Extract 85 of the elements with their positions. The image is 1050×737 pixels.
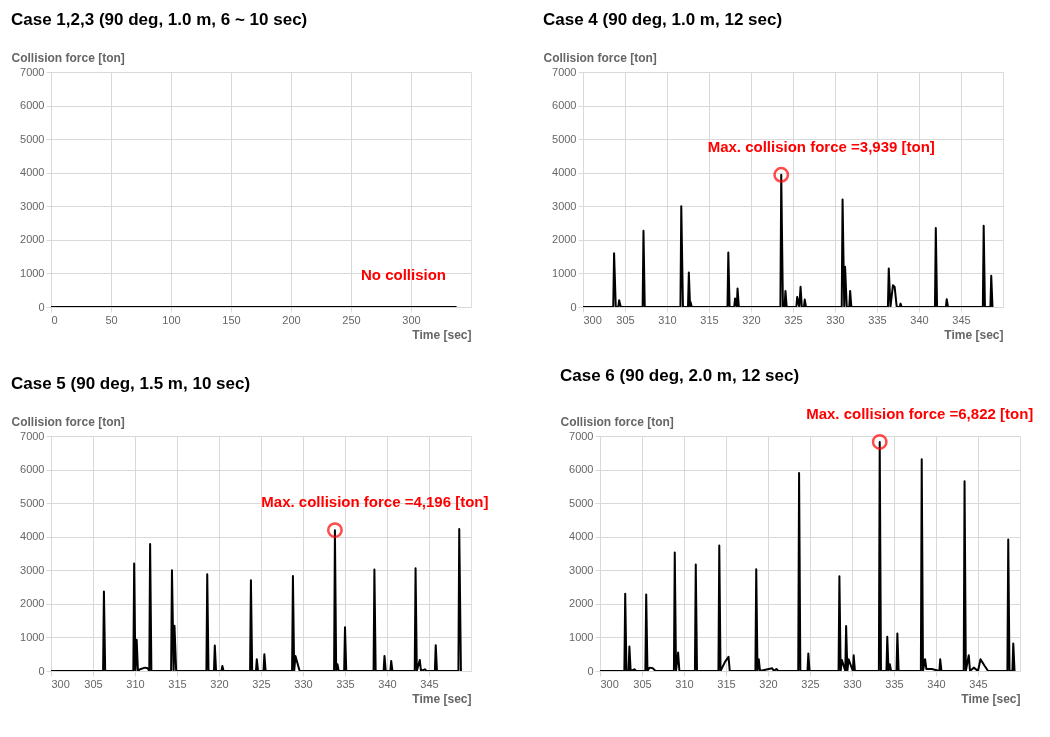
y-tick-label: 1000 xyxy=(20,630,45,643)
y-tick-label: 6000 xyxy=(569,463,594,476)
x-tick-label: 310 xyxy=(675,677,694,690)
x-tick-label: 320 xyxy=(210,677,229,690)
y-tick-label: 2000 xyxy=(20,597,45,610)
y-tick-label: 4000 xyxy=(20,530,45,543)
x-tick-label: 310 xyxy=(658,313,677,326)
x-tick-label: 100 xyxy=(162,313,181,326)
x-tick-label: 340 xyxy=(378,677,397,690)
y-tick-label: 3000 xyxy=(552,199,577,212)
chart-title: Case 1,2,3 (90 deg, 1.0 m, 6 ~ 10 sec) xyxy=(11,10,308,29)
x-tick-label: 345 xyxy=(420,677,439,690)
x-tick-label: 315 xyxy=(168,677,187,690)
y-tick-label: 0 xyxy=(570,300,577,313)
y-tick-label: 4000 xyxy=(552,166,577,179)
y-tick-label: 7000 xyxy=(552,65,577,78)
x-tick-label: 335 xyxy=(868,313,887,326)
y-tick-label: 6000 xyxy=(20,463,45,476)
x-tick-label: 310 xyxy=(126,677,145,690)
x-tick-label: 320 xyxy=(759,677,778,690)
x-tick-label: 330 xyxy=(826,313,845,326)
x-tick-label: 300 xyxy=(402,313,421,326)
y-axis-title: Collision force [ton] xyxy=(543,50,657,65)
x-tick-label: 150 xyxy=(222,313,241,326)
y-tick-label: 0 xyxy=(587,664,594,677)
chart-title: Case 4 (90 deg, 1.0 m, 12 sec) xyxy=(543,10,783,29)
x-tick-label: 325 xyxy=(801,677,820,690)
x-tick-label: 345 xyxy=(969,677,988,690)
x-tick-label: 305 xyxy=(616,313,635,326)
x-tick-label: 345 xyxy=(952,313,971,326)
x-axis-title: Time [sec] xyxy=(961,691,1021,706)
y-tick-label: 2000 xyxy=(20,233,45,246)
y-tick-label: 5000 xyxy=(20,132,45,145)
annotation: No collision xyxy=(360,266,446,283)
y-tick-label: 0 xyxy=(38,300,45,313)
x-tick-label: 315 xyxy=(700,313,719,326)
y-tick-label: 7000 xyxy=(20,429,45,442)
y-tick-label: 3000 xyxy=(20,563,45,576)
y-tick-label: 6000 xyxy=(20,99,45,112)
x-tick-label: 300 xyxy=(583,313,602,326)
x-tick-label: 50 xyxy=(105,313,118,326)
x-tick-label: 300 xyxy=(600,677,619,690)
x-axis-title: Time [sec] xyxy=(412,327,472,342)
y-tick-label: 4000 xyxy=(569,530,594,543)
x-tick-label: 340 xyxy=(927,677,946,690)
x-tick-label: 200 xyxy=(282,313,301,326)
y-tick-label: 3000 xyxy=(20,199,45,212)
x-tick-label: 315 xyxy=(717,677,736,690)
x-tick-label: 305 xyxy=(84,677,103,690)
x-axis-title: Time [sec] xyxy=(944,327,1004,342)
annotation: Max. collision force =6,822 [ton] xyxy=(806,404,1034,422)
y-tick-label: 0 xyxy=(38,664,45,677)
x-tick-label: 325 xyxy=(784,313,803,326)
x-tick-label: 300 xyxy=(51,677,70,690)
x-tick-label: 250 xyxy=(342,313,361,326)
y-tick-label: 2000 xyxy=(569,597,594,610)
y-tick-label: 5000 xyxy=(569,496,594,509)
y-tick-label: 7000 xyxy=(569,429,594,442)
annotation: Max. collision force =4,196 [ton] xyxy=(261,493,489,511)
x-tick-label: 330 xyxy=(843,677,862,690)
x-tick-label: 320 xyxy=(742,313,761,326)
y-tick-label: 5000 xyxy=(552,132,577,145)
x-tick-label: 0 xyxy=(51,313,58,326)
y-tick-label: 2000 xyxy=(552,233,577,246)
x-tick-label: 330 xyxy=(294,677,313,690)
y-axis-title: Collision force [ton] xyxy=(11,50,125,65)
y-tick-label: 5000 xyxy=(20,496,45,509)
y-tick-label: 1000 xyxy=(552,266,577,279)
x-tick-label: 335 xyxy=(336,677,355,690)
y-tick-label: 3000 xyxy=(569,563,594,576)
y-tick-label: 4000 xyxy=(20,166,45,179)
chart-title: Case 6 (90 deg, 2.0 m, 12 sec) xyxy=(560,365,800,385)
y-tick-label: 1000 xyxy=(20,266,45,279)
x-axis-title: Time [sec] xyxy=(412,691,472,706)
x-tick-label: 305 xyxy=(633,677,652,690)
y-tick-label: 7000 xyxy=(20,65,45,78)
x-tick-label: 325 xyxy=(252,677,271,690)
y-axis-title: Collision force [ton] xyxy=(11,414,125,429)
annotation: Max. collision force =3,939 [ton] xyxy=(707,137,935,155)
y-tick-label: 6000 xyxy=(552,99,577,112)
y-tick-label: 1000 xyxy=(569,630,594,643)
x-tick-label: 340 xyxy=(910,313,929,326)
x-tick-label: 335 xyxy=(885,677,904,690)
y-axis-title: Collision force [ton] xyxy=(560,414,674,429)
chart-title: Case 5 (90 deg, 1.5 m, 10 sec) xyxy=(11,374,251,393)
